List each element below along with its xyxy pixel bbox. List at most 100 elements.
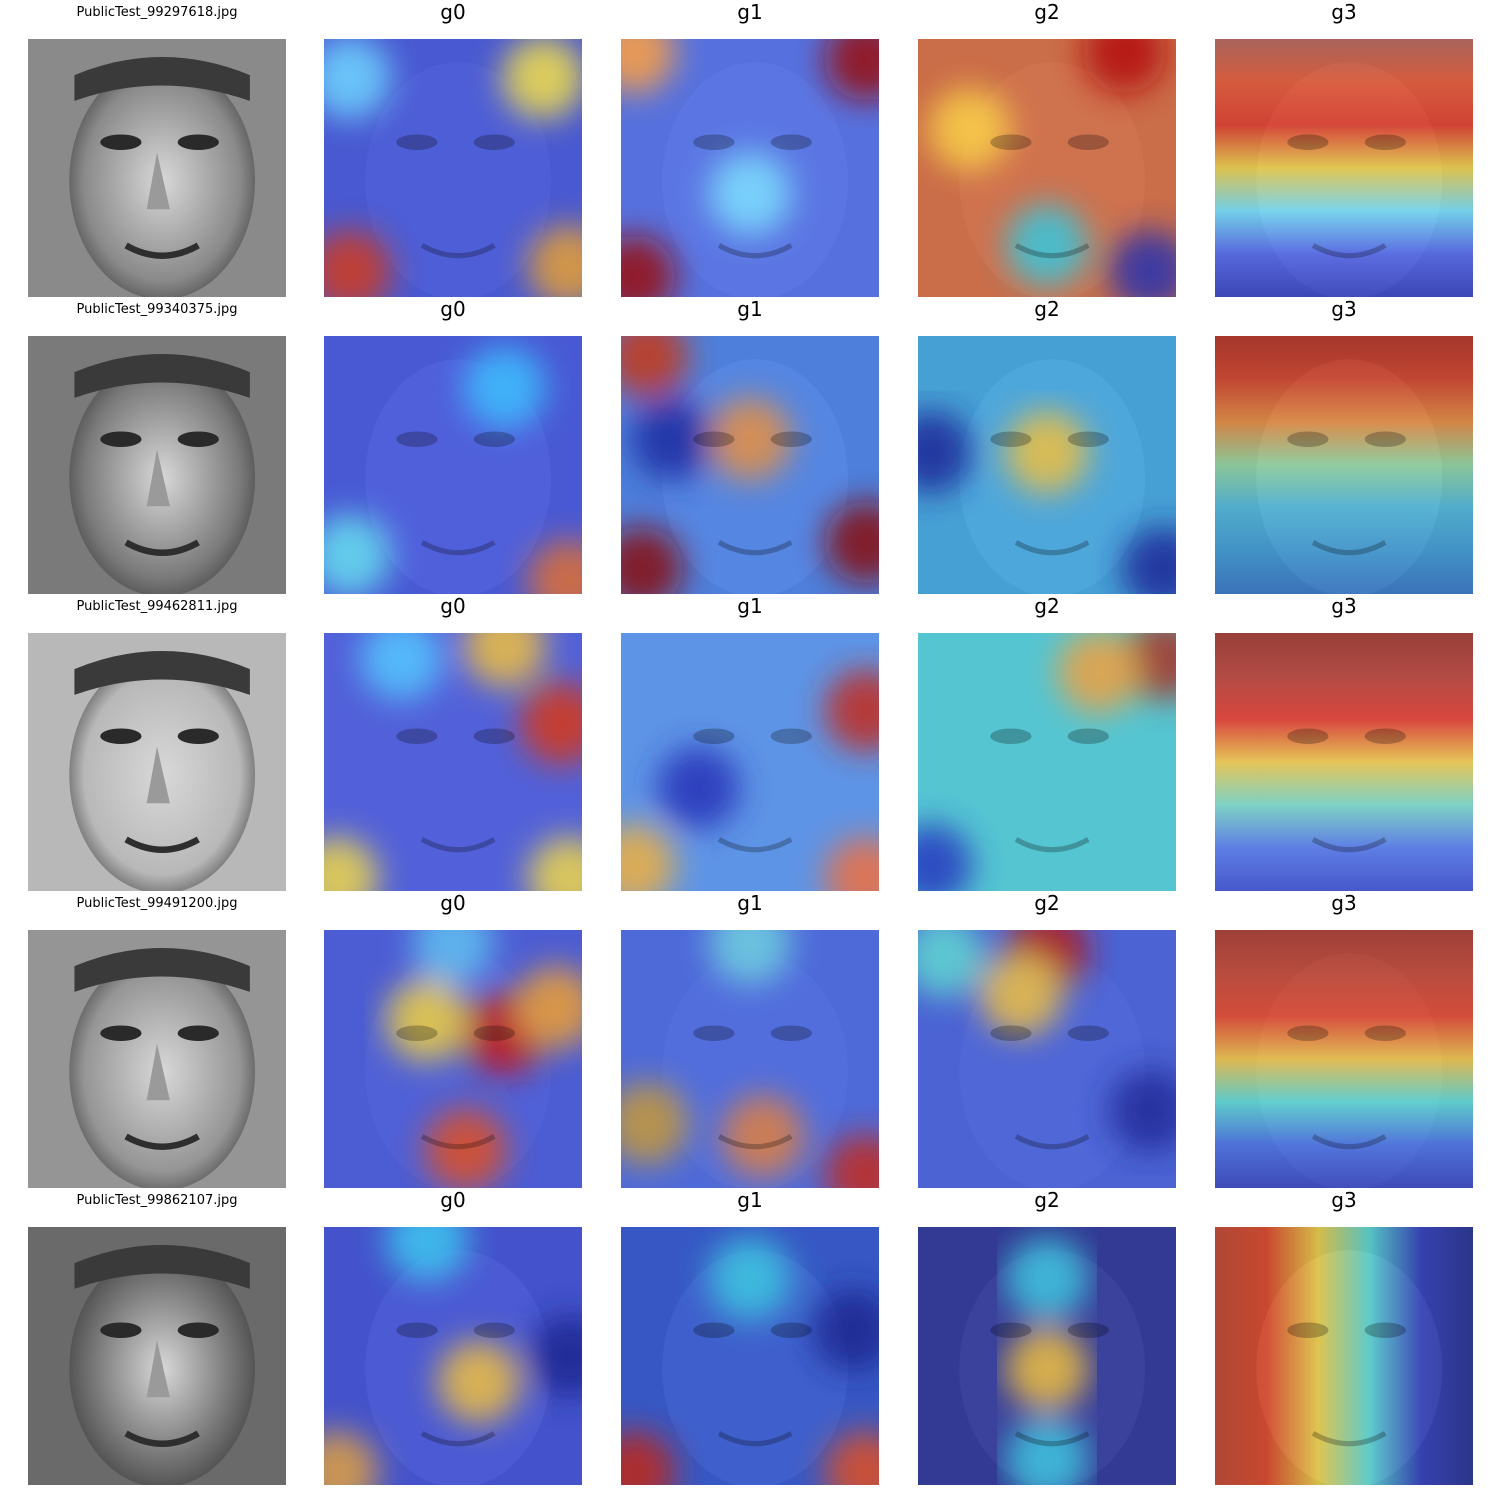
heatmap-overlay-r0p3 [1215, 39, 1473, 297]
original-image-panel: PublicTest_99491200.jpg [28, 891, 286, 1188]
heatmap-overlay-r0p2 [918, 39, 1176, 297]
heatmap-image [1215, 39, 1473, 297]
face-image [28, 930, 286, 1188]
heatmap-overlay-r0p1 [621, 39, 879, 297]
heatmap-panel-g3: g3 [1215, 891, 1473, 1188]
heatmap-overlay-r1p2 [918, 336, 1176, 594]
heatmap-panel-g1: g1 [621, 297, 879, 594]
heatmap-panel-g2: g2 [918, 0, 1176, 297]
heatmap-overlay-r4p3 [1215, 1227, 1473, 1485]
heatmap-panel-g3: g3 [1215, 1188, 1473, 1485]
panel-title: g1 [621, 891, 879, 927]
heatmap-panel-g2: g2 [918, 594, 1176, 891]
heatmap-image [324, 336, 582, 594]
heatmap-image [918, 930, 1176, 1188]
face-image [28, 633, 286, 891]
face-image [28, 39, 286, 297]
heatmap-image [324, 633, 582, 891]
panel-title: g0 [324, 594, 582, 630]
heatmap-image [918, 1227, 1176, 1485]
heatmap-overlay-r2p2 [918, 633, 1176, 891]
heatmap-image [324, 39, 582, 297]
heatmap-panel-g0: g0 [324, 891, 582, 1188]
heatmap-overlay-r1p1 [621, 336, 879, 594]
heatmap-image [1215, 930, 1473, 1188]
heatmap-image [918, 633, 1176, 891]
heatmap-overlay-r3p0 [324, 930, 582, 1188]
heatmap-overlay-r2p1 [621, 633, 879, 891]
panel-title: g2 [918, 594, 1176, 630]
heatmap-overlay-r4p0 [324, 1227, 582, 1485]
image-filename: PublicTest_99462811.jpg [28, 594, 286, 630]
heatmap-overlay-r2p3 [1215, 633, 1473, 891]
heatmap-panel-g3: g3 [1215, 0, 1473, 297]
heatmap-panel-g3: g3 [1215, 594, 1473, 891]
panel-title: g3 [1215, 891, 1473, 927]
heatmap-panel-g0: g0 [324, 594, 582, 891]
panel-title: g0 [324, 1188, 582, 1224]
panel-title: g1 [621, 297, 879, 333]
figure-row: PublicTest_99297618.jpg g0 g1 g2 g3 [0, 0, 1500, 297]
figure-row: PublicTest_99491200.jpg g0 g1 g2 g3 [0, 891, 1500, 1188]
panel-title: g0 [324, 0, 582, 36]
heatmap-overlay-r2p0 [324, 633, 582, 891]
figure-row: PublicTest_99340375.jpg g0 g1 g2 g3 [0, 297, 1500, 594]
panel-title: g2 [918, 297, 1176, 333]
heatmap-image [1215, 1227, 1473, 1485]
heatmap-image [1215, 336, 1473, 594]
panel-title: g0 [324, 891, 582, 927]
panel-title: g3 [1215, 297, 1473, 333]
heatmap-overlay-r3p1 [621, 930, 879, 1188]
figure-row: PublicTest_99862107.jpg g0 g1 g2 g3 [0, 1188, 1500, 1485]
panel-title: g2 [918, 0, 1176, 36]
figure-row: PublicTest_99462811.jpg g0 g1 g2 g3 [0, 594, 1500, 891]
face-photo-r3 [28, 930, 286, 1188]
heatmap-panel-g0: g0 [324, 1188, 582, 1485]
heatmap-overlay-r4p2 [918, 1227, 1176, 1485]
heatmap-image [324, 1227, 582, 1485]
heatmap-panel-g0: g0 [324, 297, 582, 594]
heatmap-panel-g2: g2 [918, 1188, 1176, 1485]
face-image [28, 336, 286, 594]
panel-title: g1 [621, 1188, 879, 1224]
heatmap-panel-g1: g1 [621, 891, 879, 1188]
panel-title: g1 [621, 594, 879, 630]
heatmap-overlay-r1p3 [1215, 336, 1473, 594]
original-image-panel: PublicTest_99462811.jpg [28, 594, 286, 891]
original-image-panel: PublicTest_99297618.jpg [28, 0, 286, 297]
face-photo-r2 [28, 633, 286, 891]
heatmap-image [324, 930, 582, 1188]
heatmap-image [621, 930, 879, 1188]
heatmap-image [1215, 633, 1473, 891]
panel-title: g2 [918, 891, 1176, 927]
face-photo-r1 [28, 336, 286, 594]
panel-title: g3 [1215, 594, 1473, 630]
heatmap-panel-g0: g0 [324, 0, 582, 297]
heatmap-image [918, 39, 1176, 297]
heatmap-panel-g2: g2 [918, 297, 1176, 594]
panel-title: g0 [324, 297, 582, 333]
face-photo-r4 [28, 1227, 286, 1485]
heatmap-image [621, 633, 879, 891]
heatmap-panel-g3: g3 [1215, 297, 1473, 594]
original-image-panel: PublicTest_99340375.jpg [28, 297, 286, 594]
panel-title: g2 [918, 1188, 1176, 1224]
image-filename: PublicTest_99862107.jpg [28, 1188, 286, 1224]
heatmap-panel-g2: g2 [918, 891, 1176, 1188]
panel-title: g3 [1215, 0, 1473, 36]
heatmap-overlay-r1p0 [324, 336, 582, 594]
original-image-panel: PublicTest_99862107.jpg [28, 1188, 286, 1485]
image-filename: PublicTest_99297618.jpg [28, 0, 286, 36]
heatmap-overlay-r4p1 [621, 1227, 879, 1485]
face-photo-r0 [28, 39, 286, 297]
image-filename: PublicTest_99340375.jpg [28, 297, 286, 333]
heatmap-image [621, 1227, 879, 1485]
heatmap-image [621, 336, 879, 594]
heatmap-panel-g1: g1 [621, 0, 879, 297]
heatmap-overlay-r0p0 [324, 39, 582, 297]
panel-title: g3 [1215, 1188, 1473, 1224]
panel-title: g1 [621, 0, 879, 36]
face-image [28, 1227, 286, 1485]
heatmap-image [918, 336, 1176, 594]
